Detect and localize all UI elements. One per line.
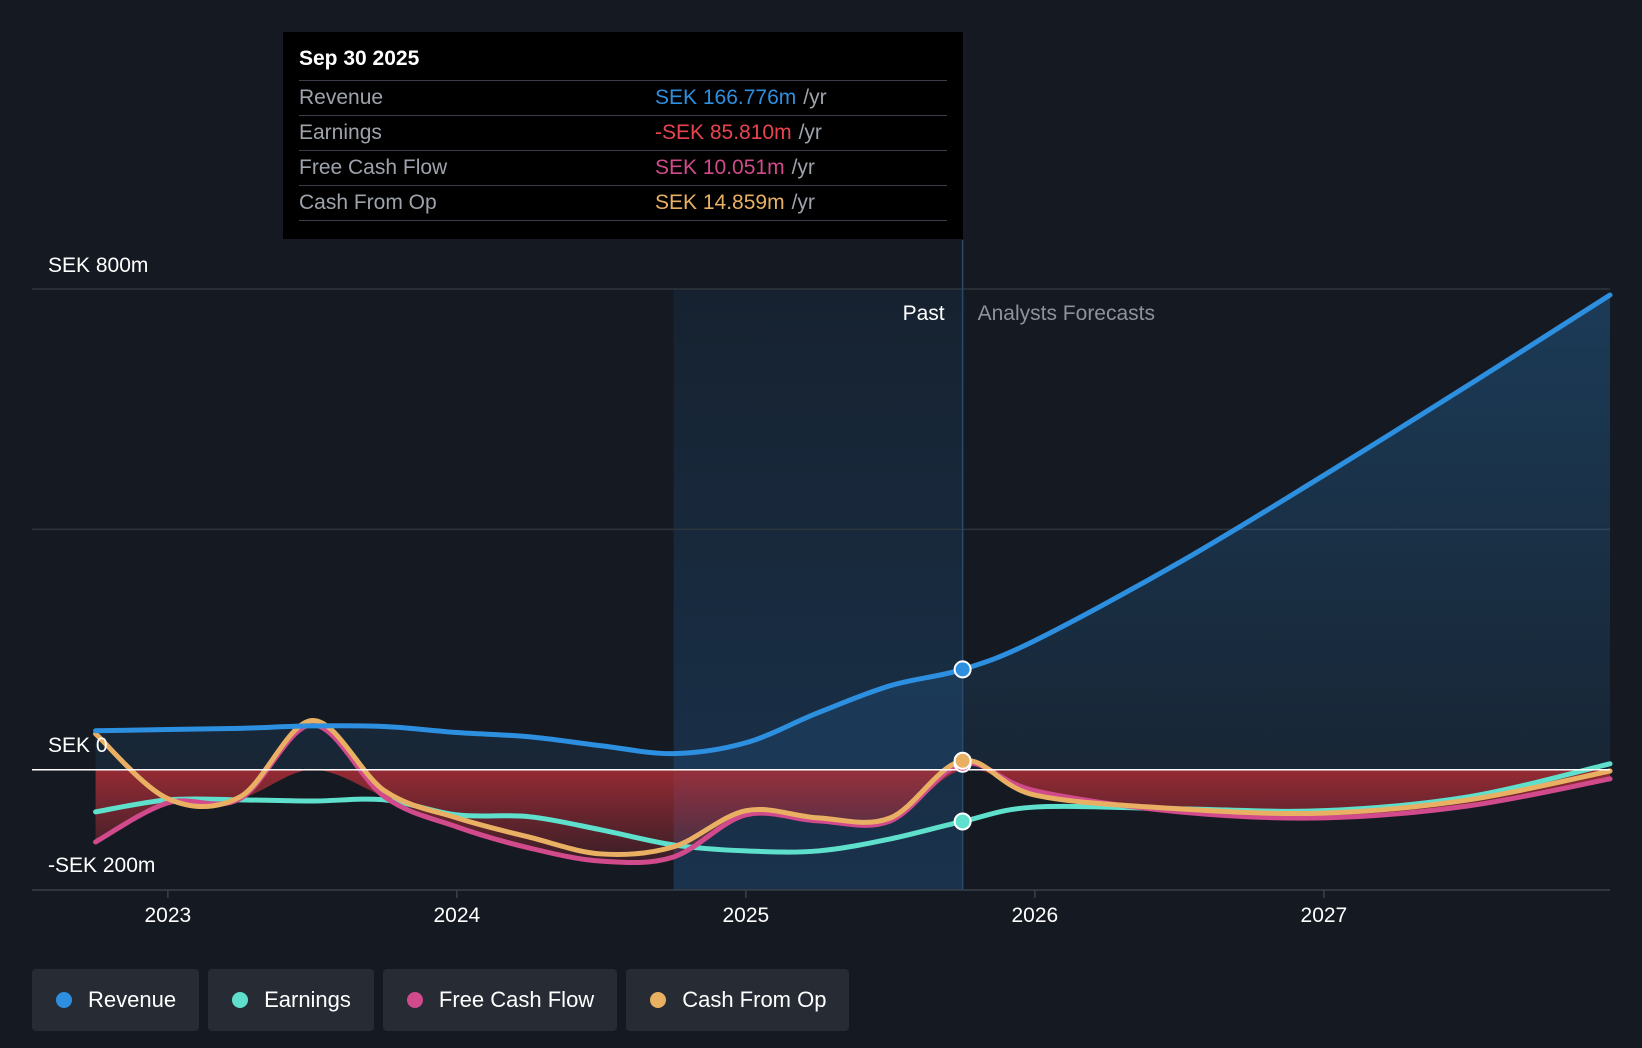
cash-from-op-line	[93, 718, 1613, 858]
legend-label: Cash From Op	[682, 987, 827, 1012]
tooltip-row-unit: /yr	[798, 121, 822, 144]
tooltip-row-name: Cash From Op	[299, 191, 437, 214]
x-tick-label: 2023	[144, 904, 191, 927]
earnings-marker	[953, 812, 972, 831]
tooltip: Sep 30 2025 Revenue SEK 166.776m /yr Ear…	[283, 32, 963, 239]
series-lines	[93, 292, 1613, 866]
negative-area	[95, 768, 1611, 863]
tooltip-row-value: SEK 10.051m	[655, 156, 785, 179]
current-markers	[953, 660, 972, 831]
series-areas	[95, 295, 1611, 863]
legend-dot-icon	[650, 992, 667, 1008]
legend-item-free-cash-flow[interactable]: Free Cash Flow	[382, 969, 618, 1031]
legend-item-revenue[interactable]: Revenue	[32, 969, 200, 1031]
tooltip-date: Sep 30 2025	[299, 47, 420, 70]
tooltip-row-name: Revenue	[299, 86, 384, 109]
x-tick-label: 2027	[1301, 904, 1348, 927]
y-label-top: SEK 800m	[48, 254, 148, 277]
y-label-bottom: -SEK 200m	[48, 854, 155, 877]
revenue-marker	[953, 660, 972, 679]
legend: Revenue Earnings Free Cash Flow Cash Fro…	[32, 969, 858, 1031]
legend-label: Revenue	[88, 987, 177, 1012]
tooltip-row-value: SEK 166.776m	[655, 86, 797, 109]
cash-from-op-marker	[953, 751, 972, 770]
tooltip-row-unit: /yr	[803, 86, 827, 109]
tooltip-row-free-cash-flow: Free Cash Flow SEK 10.051m /yr	[299, 150, 947, 185]
tooltip-row-cash-from-op: Cash From Op SEK 14.859m /yr	[299, 185, 947, 221]
legend-item-earnings[interactable]: Earnings	[208, 969, 374, 1031]
x-tick-label: 2026	[1012, 904, 1059, 927]
tooltip-row-value: SEK 14.859m	[655, 191, 785, 214]
x-tick-label: 2024	[433, 904, 480, 927]
forecast-label: Analysts Forecasts	[978, 302, 1155, 325]
tooltip-row-revenue: Revenue SEK 166.776m /yr	[299, 80, 947, 115]
x-axis: 2023 2024 2025 2026 2027	[144, 890, 1347, 927]
tooltip-row-unit: /yr	[791, 191, 815, 214]
y-label-zero: SEK 0	[48, 734, 108, 757]
revenue-line	[93, 292, 1613, 757]
tooltip-row-name: Free Cash Flow	[299, 156, 448, 179]
tooltip-row-unit: /yr	[791, 156, 815, 179]
past-label: Past	[903, 302, 945, 325]
legend-label: Earnings	[264, 987, 351, 1012]
legend-dot-icon	[56, 992, 72, 1008]
revenue-area	[95, 295, 1611, 770]
legend-item-cash-from-op[interactable]: Cash From Op	[626, 969, 850, 1031]
tooltip-row-earnings: Earnings -SEK 85.810m /yr	[299, 115, 947, 150]
x-tick-label: 2025	[722, 904, 769, 927]
tooltip-row-value: -SEK 85.810m	[655, 121, 792, 144]
legend-dot-icon	[232, 992, 249, 1008]
legend-dot-icon	[406, 992, 423, 1008]
tooltip-row-name: Earnings	[299, 121, 382, 144]
legend-label: Free Cash Flow	[438, 987, 595, 1012]
